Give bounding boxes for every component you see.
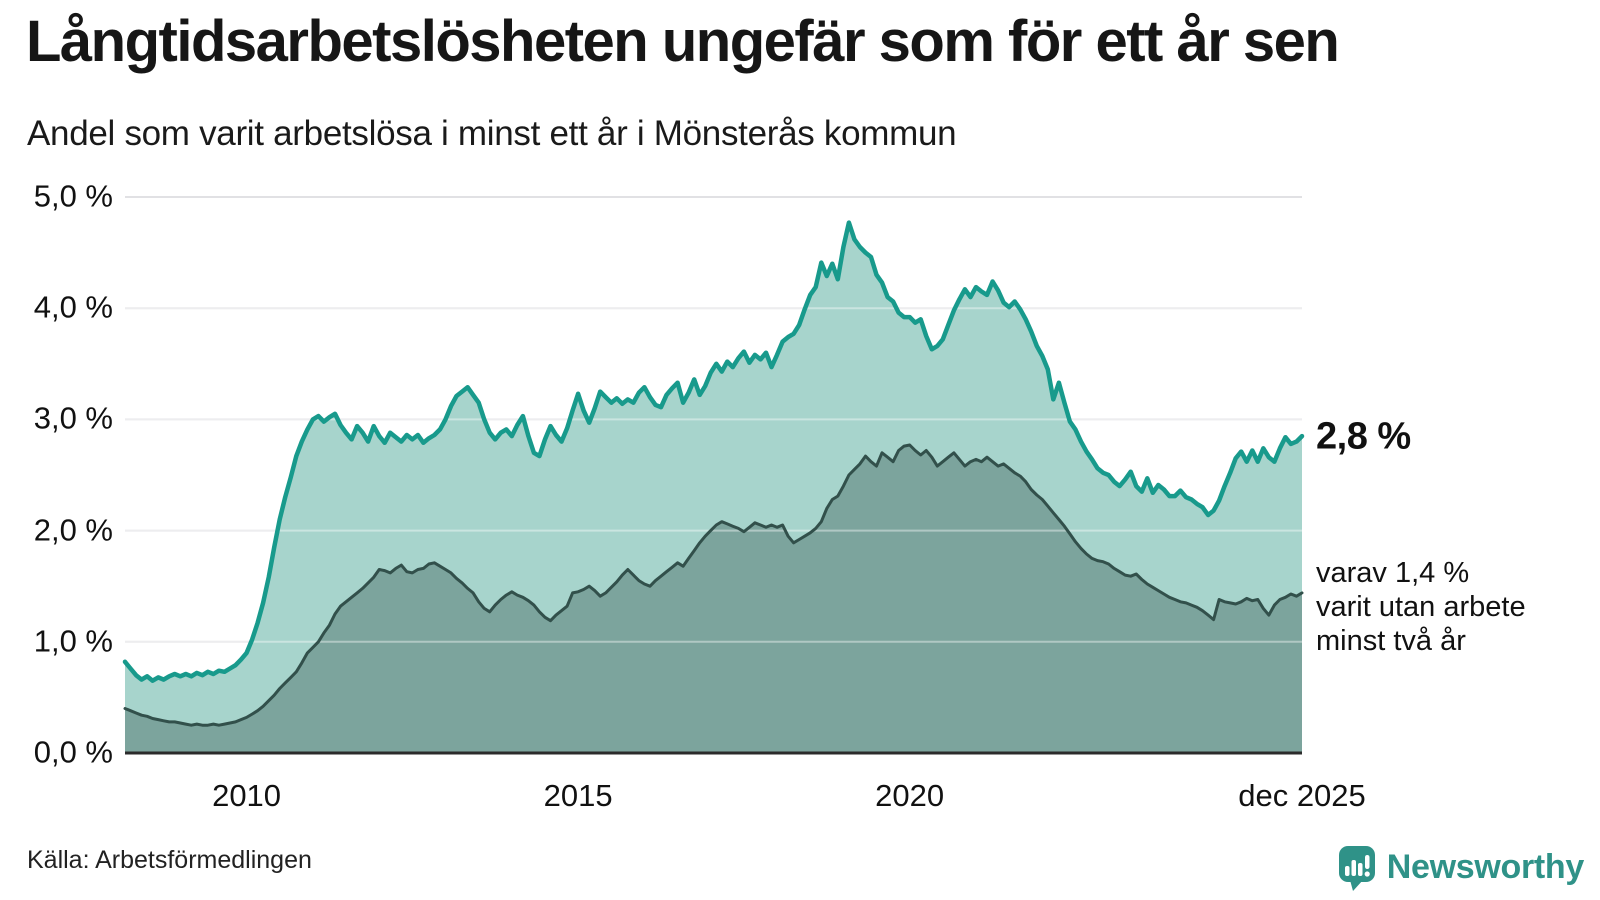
y-tick-label: 1,0 % — [33, 623, 113, 659]
page-title: Långtidsarbetslösheten ungefär som för e… — [26, 9, 1340, 74]
x-tick-label: dec 2025 — [1238, 778, 1366, 813]
x-tick-label: 2015 — [543, 778, 613, 813]
annotation-breakdown-line: varit utan arbete — [1316, 591, 1526, 623]
y-tick-label: 5,0 % — [33, 178, 113, 214]
chart-subtitle: Andel som varit arbetslösa i minst ett å… — [27, 114, 957, 153]
source-note: Källa: Arbetsförmedlingen — [27, 846, 312, 874]
y-tick-label: 3,0 % — [33, 400, 113, 436]
newsworthy-bubble-icon — [1338, 846, 1375, 891]
y-tick-label: 2,0 % — [33, 511, 113, 547]
annotation-breakdown-line: varav 1,4 % — [1316, 557, 1470, 589]
newsworthy-wordmark: Newsworthy — [1386, 847, 1585, 886]
line-total — [122, 220, 1305, 683]
newsworthy-logo: Newsworthy — [1338, 843, 1584, 891]
x-tick-label: 2020 — [875, 778, 945, 813]
area-two-year-fill — [125, 445, 1302, 753]
annotation-breakdown-line: minst två år — [1316, 625, 1466, 657]
x-tick-label: 2010 — [212, 778, 282, 813]
line-two-year — [123, 443, 1304, 727]
annotation-latest-total-value: 2,8 % — [1316, 415, 1411, 458]
annotation-two-year-breakdown: varav 1,4 % varit utan arbete minst två år — [1316, 556, 1526, 658]
y-tick-label: 4,0 % — [33, 289, 113, 325]
y-tick-label: 0,0 % — [33, 734, 113, 770]
